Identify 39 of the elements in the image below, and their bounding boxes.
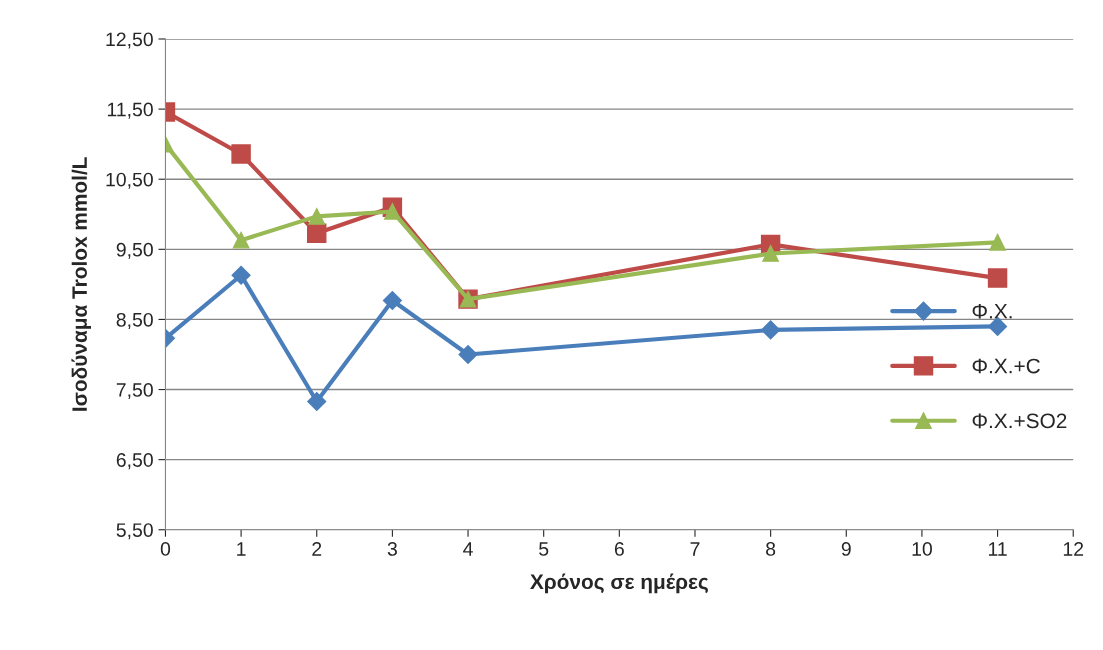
x-tick-label: 12 — [1063, 542, 1084, 556]
y-tick-label: 8,50 — [116, 312, 153, 329]
y-tick-label: 12,50 — [106, 32, 153, 49]
x-tick-label: 5 — [539, 542, 549, 556]
point — [762, 245, 779, 262]
point — [987, 268, 1008, 288]
point — [307, 223, 327, 243]
x-axis-title: Χρόνος σε ημέρες — [530, 573, 708, 594]
y-tick-label: 5,50 — [116, 523, 153, 540]
x-tick-label: 2 — [312, 542, 322, 556]
x-tick-label: 4 — [463, 542, 473, 556]
point — [232, 231, 250, 249]
x-tick-label: 9 — [841, 542, 851, 556]
point — [231, 265, 251, 285]
x-tick-label: 3 — [387, 542, 397, 556]
point — [761, 320, 781, 340]
y-tick-label: 7,50 — [116, 383, 153, 400]
legend-label: Φ.Χ.+SO2 — [972, 413, 1067, 429]
y-axis-title: Ισοδύναμα Trolox mmol/L — [71, 157, 92, 411]
point — [307, 391, 327, 411]
point — [458, 344, 478, 365]
x-tick-label: 1 — [237, 542, 246, 556]
x-tick-label: 10 — [912, 542, 932, 556]
y-tick-label: 6,50 — [116, 453, 153, 470]
point — [384, 203, 401, 220]
y-tick-label: 11,50 — [107, 102, 153, 119]
legend-label: Φ.Χ.+C — [972, 358, 1040, 374]
point — [231, 144, 251, 164]
x-tick-label: 11 — [988, 542, 1007, 556]
point — [382, 290, 402, 311]
x-tick-label: 8 — [766, 542, 776, 556]
point — [308, 208, 326, 225]
point — [989, 233, 1006, 251]
legend-label: Φ.Χ. — [972, 303, 1012, 319]
x-tick-label: 0 — [160, 542, 171, 556]
x-tick-label: 7 — [690, 542, 700, 556]
y-tick-label: 10,50 — [106, 172, 153, 189]
y-tick-label: 9,50 — [116, 242, 153, 259]
x-tick-label: 6 — [614, 542, 624, 556]
